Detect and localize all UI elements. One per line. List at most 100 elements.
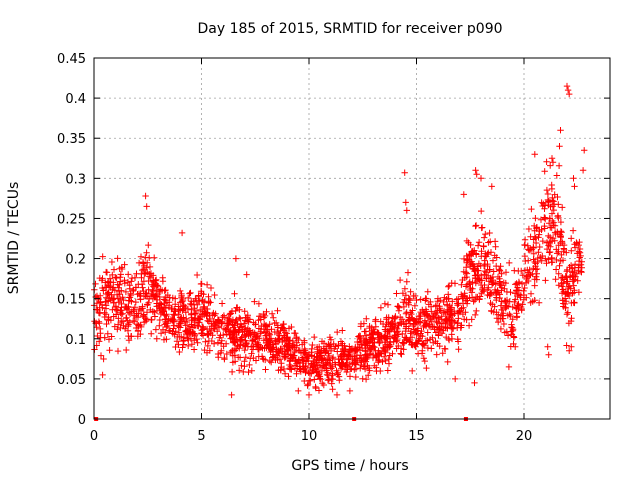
data-point <box>148 330 155 337</box>
data-point <box>143 289 150 297</box>
data-point <box>532 239 540 247</box>
data-point <box>143 249 150 256</box>
data-point <box>117 324 124 332</box>
data-point <box>334 328 341 336</box>
data-point <box>182 327 189 335</box>
data-point <box>426 336 434 343</box>
data-point <box>109 296 117 303</box>
data-point <box>191 315 199 322</box>
data-point <box>424 312 431 319</box>
data-point <box>416 319 424 327</box>
data-point <box>416 312 424 320</box>
data-point <box>553 256 560 264</box>
data-point <box>237 315 244 322</box>
data-point <box>360 320 368 327</box>
data-point <box>543 158 550 165</box>
data-point <box>163 311 170 318</box>
data-point <box>460 304 467 311</box>
data-point <box>163 323 170 331</box>
data-point <box>484 262 491 270</box>
data-point <box>361 341 368 348</box>
data-point <box>465 322 473 329</box>
data-point <box>199 323 207 331</box>
data-point <box>440 327 447 334</box>
data-point <box>432 303 439 310</box>
data-point <box>567 262 575 269</box>
data-point <box>505 363 513 371</box>
data-point <box>170 316 177 324</box>
data-point <box>458 281 465 288</box>
data-point <box>525 225 533 233</box>
data-point <box>241 363 248 370</box>
data-point <box>577 252 584 260</box>
data-point <box>451 310 458 317</box>
data-point <box>477 262 484 269</box>
data-point <box>551 201 558 208</box>
data-point <box>179 295 187 303</box>
data-point <box>309 341 316 349</box>
data-point <box>563 298 570 305</box>
data-point <box>481 257 488 264</box>
data-point <box>281 370 289 377</box>
data-point <box>229 359 237 366</box>
data-point <box>489 257 497 264</box>
data-point <box>420 355 427 362</box>
data-point <box>559 274 566 281</box>
data-point <box>205 299 212 307</box>
data-point <box>275 336 282 343</box>
data-point <box>403 299 410 307</box>
data-point <box>110 284 117 291</box>
data-point <box>470 298 477 305</box>
data-point <box>384 343 391 350</box>
data-point <box>486 292 493 299</box>
data-point <box>236 345 243 352</box>
data-point <box>325 376 333 383</box>
data-point <box>557 218 565 226</box>
data-point <box>538 257 545 264</box>
data-point <box>453 296 460 303</box>
data-point <box>338 361 345 369</box>
data-point <box>204 342 211 350</box>
data-point <box>557 257 564 265</box>
chart-title: Day 185 of 2015, SRMTID for receiver p09… <box>197 21 502 37</box>
data-point <box>320 381 327 389</box>
data-point <box>428 308 435 315</box>
data-point <box>194 339 201 346</box>
data-point <box>100 287 107 294</box>
data-point <box>157 286 164 293</box>
data-point <box>184 335 191 342</box>
data-point <box>287 351 294 358</box>
data-point <box>526 247 533 254</box>
data-point <box>422 297 429 304</box>
data-point <box>176 348 183 356</box>
data-point <box>308 345 315 353</box>
data-point <box>466 252 473 259</box>
data-point <box>344 351 352 358</box>
data-point <box>264 326 271 333</box>
data-point <box>514 292 521 300</box>
data-point <box>544 196 552 204</box>
data-point <box>530 236 537 243</box>
data-point <box>491 252 498 259</box>
data-point <box>317 349 325 356</box>
data-point <box>379 358 386 365</box>
data-point <box>535 234 542 241</box>
data-point <box>122 288 130 296</box>
data-point <box>246 361 253 369</box>
data-point <box>408 334 416 341</box>
data-point <box>530 265 537 272</box>
data-point <box>539 252 546 260</box>
data-point <box>548 155 556 162</box>
data-point <box>262 332 269 339</box>
data-point <box>184 305 192 313</box>
grid <box>94 58 610 419</box>
data-point <box>421 357 428 365</box>
data-point <box>121 277 128 284</box>
data-point <box>502 269 510 276</box>
data-point <box>251 298 258 305</box>
data-point <box>425 301 432 308</box>
data-point <box>492 280 499 287</box>
data-point <box>346 387 354 395</box>
data-point <box>329 370 336 377</box>
